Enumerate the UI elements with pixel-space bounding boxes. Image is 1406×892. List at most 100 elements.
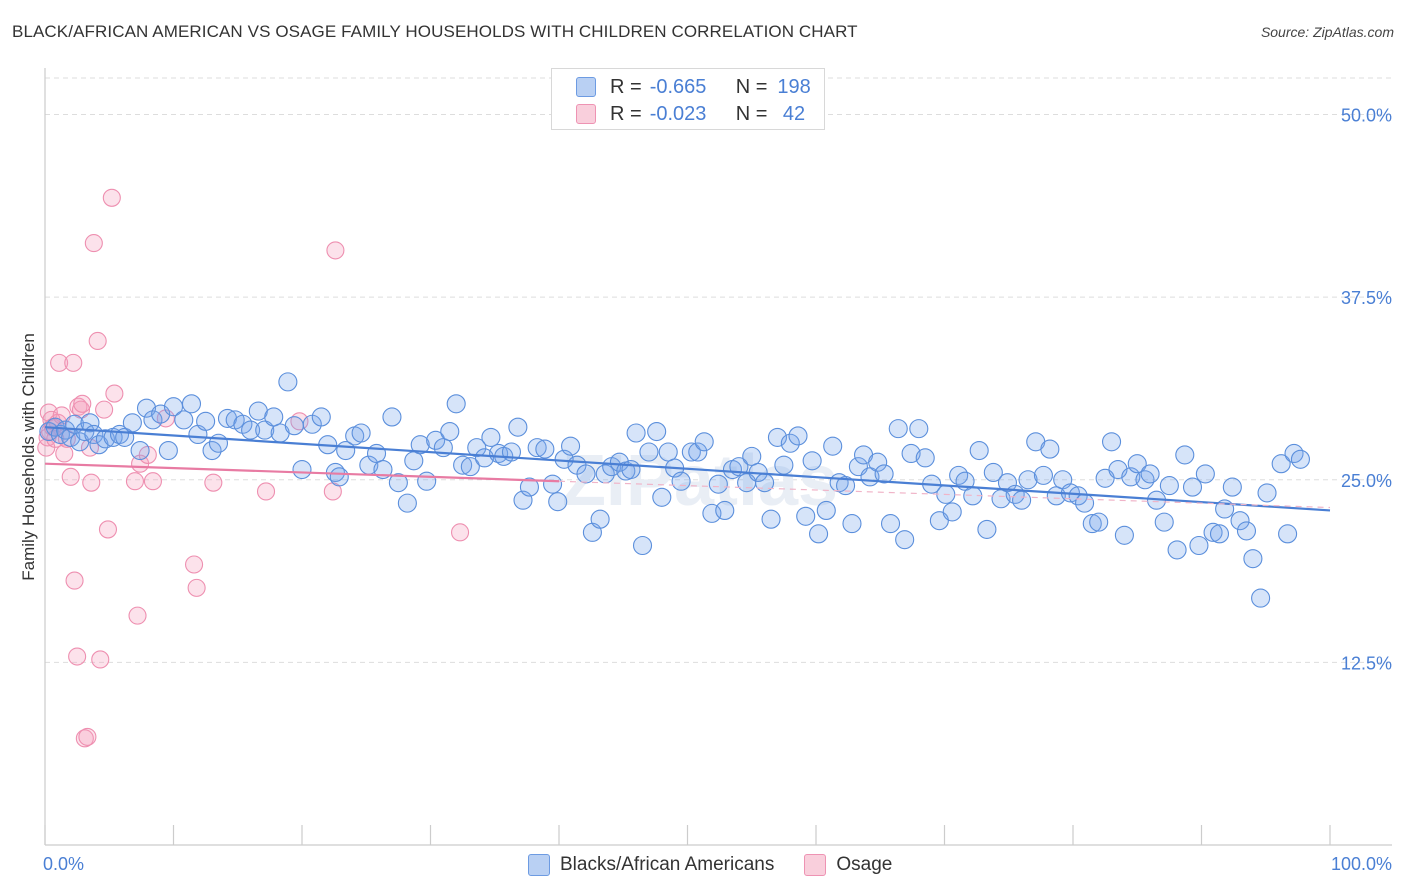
osage-point [125,472,144,491]
blacks-point [809,524,829,544]
blacks-point [715,500,735,520]
blacks-point [196,411,216,431]
blacks-point [1033,465,1053,485]
blacks-point [1154,512,1174,532]
blacks-point [143,410,163,430]
osage-point [65,571,84,590]
blacks-point [977,519,997,539]
blacks-point [1127,454,1147,474]
blacks-point [382,407,402,427]
correlation-legend: R = -0.665 N = 198 R = -0.023 N = 42 [551,68,825,130]
blacks-point [1203,522,1223,542]
blacks-point [233,414,253,434]
blacks-point [816,500,836,520]
blacks-point [823,436,843,456]
osage-point [88,331,107,351]
blacks-point [647,422,667,442]
blacks-point [351,423,371,443]
osage-point [82,473,101,492]
blacks-point [626,423,646,443]
blacks-point [761,509,781,529]
blacks-point [997,473,1018,493]
blacks-point [671,471,691,491]
blacks-point [95,429,115,449]
blacks-point [426,430,446,450]
osage-point [95,400,114,419]
blacks-point [535,439,555,459]
blacks-point [1175,445,1195,465]
blacks-point [576,464,596,484]
blacks-point [842,514,862,534]
gridlines [45,77,1392,663]
blacks-point [136,398,157,418]
y-tick-label: 12.5% [1341,653,1392,673]
blacks-point [1040,439,1060,459]
blacks-point [1243,549,1263,569]
x-tick-label: 100.0% [1331,854,1392,874]
osage-point [98,520,118,539]
blacks-point [174,410,194,430]
trend-line-blacks [44,426,1331,512]
blacks-point [460,457,480,477]
blacks-point [467,438,487,458]
blacks-point [1075,493,1095,513]
osage-point [91,650,110,669]
blacks-point [508,417,528,437]
legend-row-blacks: R = -0.665 N = 198 [576,75,811,99]
x-tick-label: 0.0% [43,854,84,874]
blacks-point [417,471,437,491]
blacks-point [255,420,275,440]
osage-point [256,482,276,501]
y-tick-label: 37.5% [1341,288,1392,308]
blacks-point [1012,490,1032,510]
blacks-point [527,438,547,458]
x-tick-labels: 0.0% 100.0% [43,854,1392,874]
legend-r-value: -0.023 [649,102,707,125]
blacks-point [909,419,929,439]
blacks-point [440,422,460,442]
blacks-point [109,424,130,445]
y-tick-label: 25.0% [1341,471,1392,491]
blacks-point [969,440,989,461]
trend-line-osage-extension [558,480,1331,509]
y-tick-labels: 12.5% 25.0% 37.5% 50.0% [1341,106,1392,674]
blacks-point [1159,476,1179,496]
blacks-point [621,459,641,480]
blacks-point [796,506,816,526]
blacks-point [880,514,901,534]
blacks-point [1140,464,1160,484]
blacks-point [474,448,495,468]
blacks-point [453,455,473,475]
blacks-point [788,426,808,446]
blacks-point [632,535,653,556]
blacks-point [688,442,708,462]
legend-n-label: N = [735,102,768,125]
osage-point [326,241,345,260]
blacks-point [888,419,908,439]
legend-item-osage: Osage [804,854,892,876]
osage-point [84,234,103,253]
blacks-point [895,530,915,550]
blacks-point [1271,454,1291,474]
legend-item-blacks: Blacks/African Americans [528,854,774,876]
osage-point [143,472,162,491]
blacks-point [1290,449,1310,469]
blacks-point [1135,470,1155,490]
blacks-point [774,455,794,475]
osage-point [105,384,124,403]
legend-label-osage: Osage [836,854,893,875]
osage-point [78,727,97,746]
osage-point [102,188,121,207]
blacks-point [292,459,312,480]
blacks-point [1018,470,1038,490]
osage-point [68,647,87,666]
blacks-point [1082,514,1102,534]
osage-point [451,523,470,542]
legend-swatch-osage [804,854,827,876]
blacks-point [1236,521,1257,541]
osage-point [185,555,204,574]
series-osage-points [37,188,470,748]
legend-n-value: 42 [777,102,806,125]
blacks-point [639,442,659,462]
